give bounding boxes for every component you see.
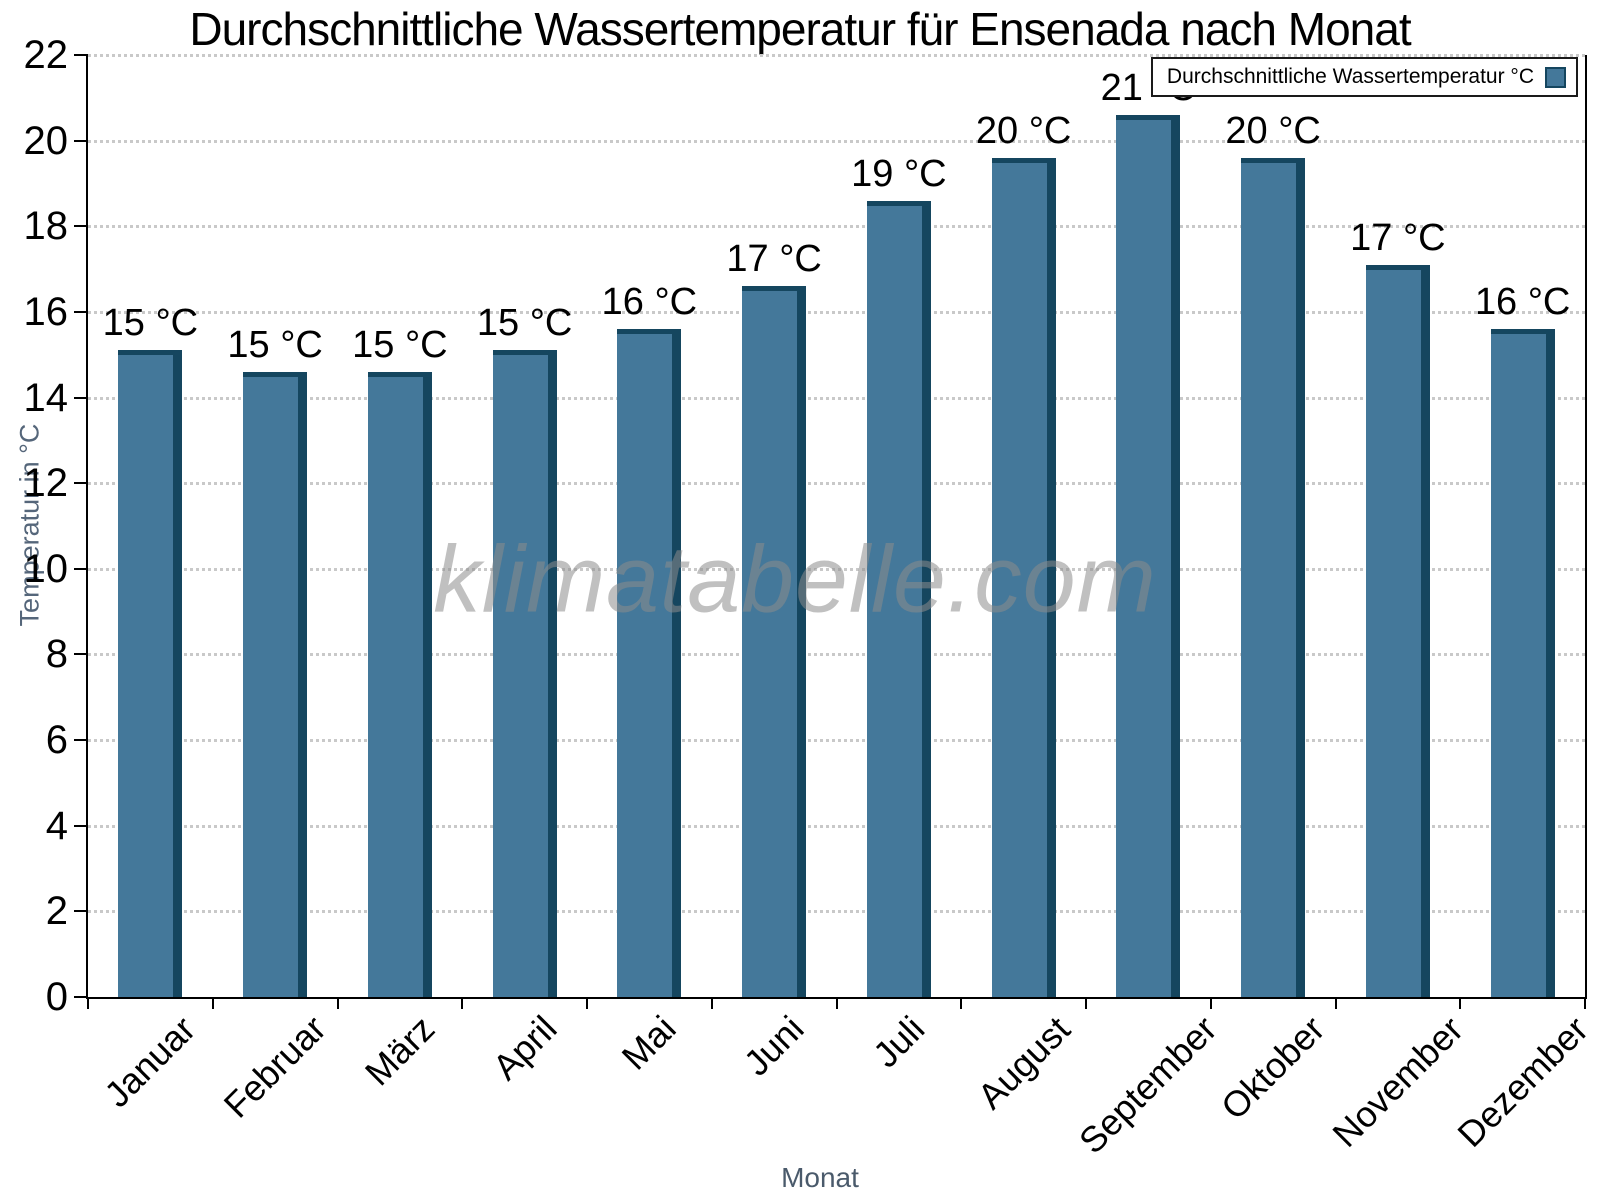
bar-oktober	[1241, 157, 1306, 997]
x-axis-month-label-mai: Mai	[614, 1008, 685, 1079]
y-tick-20	[74, 139, 88, 142]
bar-september	[1116, 114, 1181, 997]
bar-value-label-juni: 17 °C	[726, 238, 822, 281]
x-tick-2	[336, 999, 339, 1009]
x-tick-6	[835, 999, 838, 1009]
plot-area: 0 2 4 6 8 10 12 14 16 18 20 22 15 °C 15 °C 15 °C 15 °C 1…	[24, 33, 1587, 1019]
bar-value-label-mai: 16 °C	[601, 281, 698, 324]
y-tick-2	[74, 910, 88, 913]
x-axis-month-label-februar: Februar	[215, 1008, 334, 1127]
x-axis-month-label-märz: März	[356, 1008, 443, 1094]
y-tick-0	[74, 996, 88, 998]
y-tick-label-2: 2	[45, 889, 68, 934]
x-axis-month-label-august: August	[969, 1008, 1078, 1117]
x-tick-1	[211, 999, 214, 1009]
gridline-y-2	[88, 910, 1585, 914]
bar-value-label-januar: 15 °C	[102, 302, 199, 345]
x-tick-10	[1334, 999, 1337, 1009]
gridline-y-6	[88, 739, 1585, 743]
gridline-y-14	[88, 396, 1585, 400]
y-tick-label-12: 12	[23, 461, 69, 506]
x-axis-month-label-september: September	[1071, 1008, 1225, 1162]
bar-value-label-november: 17 °C	[1350, 216, 1446, 259]
y-tick-4	[74, 824, 88, 827]
y-tick-label-6: 6	[45, 718, 68, 763]
bar-value-label-august: 20 °C	[975, 109, 1072, 152]
bar-value-label-april: 15 °C	[476, 302, 573, 345]
x-tick-5	[710, 999, 713, 1009]
y-tick-18	[74, 225, 88, 228]
legend-marker-square-icon	[1545, 66, 1566, 88]
bar-value-label-dezember: 16 °C	[1474, 281, 1571, 324]
right-spine	[1585, 55, 1587, 999]
y-tick-10	[74, 567, 88, 570]
x-axis-month-label-januar: Januar	[96, 1008, 204, 1115]
x-tick-12	[1584, 999, 1586, 1009]
bar-mai	[617, 329, 682, 997]
x-tick-3	[461, 999, 464, 1009]
chart-title: Durchschnittliche Wassertemperatur für E…	[189, 3, 1411, 55]
x-tick-8	[1085, 999, 1087, 1009]
y-tick-label-22: 22	[23, 33, 69, 77]
x-axis-month-label-juni: Juni	[735, 1008, 812, 1084]
bar-januar	[118, 350, 183, 997]
y-tick-16	[74, 310, 88, 313]
gridline-y-22	[88, 54, 1585, 57]
y-axis-title: Temperatur in °C	[14, 423, 45, 627]
y-tick-label-16: 16	[23, 289, 69, 334]
gridline-y-16	[88, 310, 1585, 314]
y-tick-label-8: 8	[45, 632, 68, 677]
watermark: klimatabelle.com	[433, 526, 1157, 633]
y-axis-line	[86, 55, 88, 999]
bar-juni	[742, 286, 807, 997]
x-axis-month-label-november: November	[1324, 1008, 1471, 1155]
x-tick-4	[586, 999, 588, 1009]
x-tick-9	[1209, 999, 1212, 1009]
bar-august	[991, 157, 1056, 997]
y-tick-8	[74, 653, 88, 656]
bar-value-label-juli: 19 °C	[851, 152, 947, 195]
x-axis-title: Monat	[781, 1162, 859, 1193]
x-axis-month-label-dezember: Dezember	[1449, 1008, 1596, 1155]
y-tick-label-14: 14	[23, 375, 69, 420]
bar-februar	[243, 371, 308, 997]
y-tick-label-10: 10	[23, 546, 69, 591]
bar-value-label-märz: 15 °C	[352, 323, 448, 366]
x-tick-0	[87, 999, 89, 1009]
gridline-y-18	[88, 225, 1585, 229]
y-tick-label-4: 4	[45, 803, 68, 848]
x-axis-month-label-juli: Juli	[864, 1008, 933, 1076]
bar-april	[492, 350, 557, 997]
bar-value-label-februar: 15 °C	[227, 323, 323, 366]
y-tick-12	[74, 482, 88, 485]
x-axis-line	[86, 997, 1587, 999]
legend-item-wassertemperatur[interactable]: Durchschnittliche Wassertemperatur °C	[1150, 57, 1578, 97]
legend-label: Durchschnittliche Wassertemperatur °C	[1166, 65, 1534, 88]
y-tick-6	[74, 739, 88, 742]
bar-dezember	[1490, 329, 1555, 997]
bar-märz	[367, 371, 432, 997]
gridline-y-8	[88, 653, 1585, 657]
bar-november	[1365, 264, 1430, 997]
gridline-y-20	[88, 139, 1585, 143]
x-axis-month-label-april: April	[484, 1008, 565, 1088]
x-tick-11	[1459, 999, 1462, 1009]
y-tick-14	[74, 396, 88, 399]
bar-juli	[866, 200, 931, 997]
bar-value-label-oktober: 20 °C	[1225, 109, 1321, 152]
y-tick-22	[74, 54, 88, 56]
y-tick-label-18: 18	[23, 204, 69, 249]
gridline-y-10	[88, 567, 1585, 571]
gridline-y-4	[88, 824, 1585, 828]
x-tick-7	[960, 999, 963, 1009]
x-axis-month-label-oktober: Oktober	[1213, 1008, 1333, 1128]
gridline-y-12	[88, 482, 1585, 486]
y-tick-label-20: 20	[23, 118, 69, 163]
y-tick-label-0: 0	[45, 975, 68, 1019]
